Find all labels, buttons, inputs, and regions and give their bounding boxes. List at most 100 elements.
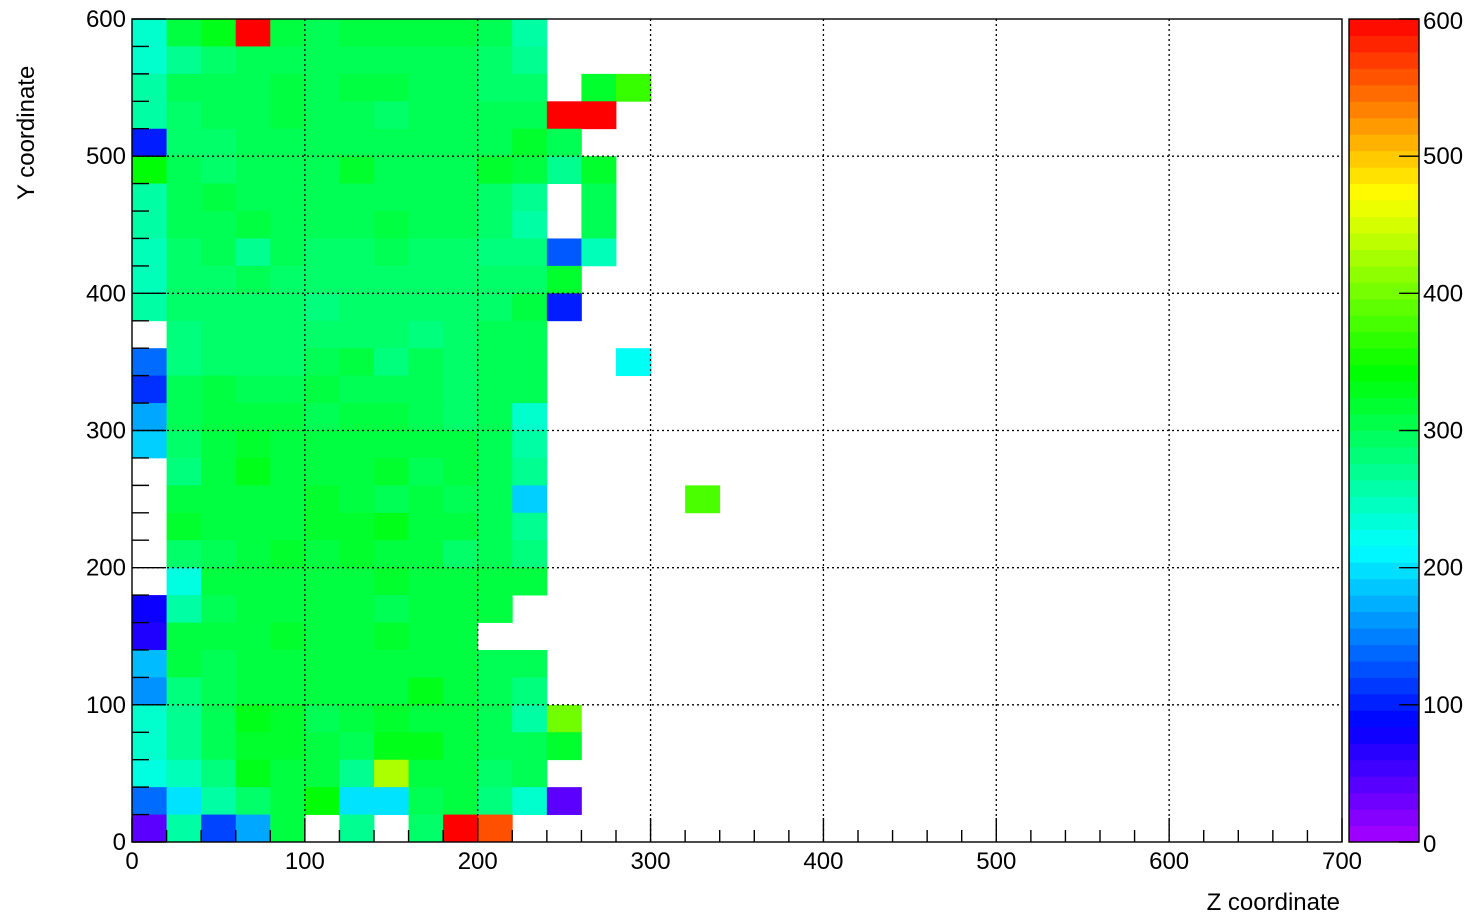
heatmap-cell (443, 265, 479, 294)
heatmap-cell (235, 265, 271, 294)
heatmap-cell (408, 265, 444, 294)
heatmap-cell (235, 677, 271, 706)
x-tick-label: 700 (1322, 848, 1362, 875)
heatmap-cell (512, 183, 548, 212)
heatmap-cell (581, 238, 617, 267)
colorbar-step (1349, 134, 1419, 152)
heatmap-cell (235, 348, 271, 377)
colorbar-tick-label: 200 (1423, 555, 1463, 582)
heatmap-cell (201, 649, 237, 678)
heatmap-cell (477, 567, 513, 596)
heatmap-cell (512, 101, 548, 130)
heatmap-cell (512, 348, 548, 377)
heatmap-cell (339, 512, 375, 541)
x-tick-label: 200 (458, 848, 498, 875)
heatmap-cell (339, 403, 375, 431)
heatmap-cell (443, 348, 479, 377)
heatmap-cell (235, 457, 271, 486)
heatmap-cell (443, 183, 479, 212)
heatmap-cell (235, 512, 271, 541)
heatmap-cell (235, 787, 271, 815)
heatmap-cell (270, 73, 306, 102)
heatmap-cell (270, 211, 306, 239)
heatmap-cell (166, 759, 202, 788)
heatmap-cell (235, 759, 271, 788)
heatmap-cell (512, 320, 548, 349)
heatmap-cell (408, 732, 444, 761)
heatmap-cell (235, 595, 271, 623)
heatmap-cell (581, 156, 617, 184)
heatmap-cell (270, 156, 306, 184)
heatmap-cell (443, 375, 479, 404)
heatmap-cell (166, 265, 202, 294)
colorbar-tick-label: 600 (1423, 8, 1463, 35)
heatmap-cell (443, 677, 479, 706)
heatmap-cell (477, 732, 513, 761)
heatmap-cell (201, 814, 237, 843)
heatmap-cell (512, 457, 548, 486)
heatmap-cell (201, 128, 237, 157)
heatmap-cell (166, 814, 202, 843)
heatmap-cell (339, 814, 375, 843)
heatmap-cell (374, 265, 409, 294)
heatmap-cell (477, 46, 513, 75)
colorbar-step (1349, 35, 1419, 53)
grid-lines (132, 19, 1342, 842)
heatmap-cell (235, 320, 271, 349)
heatmap-cell (270, 403, 306, 431)
heatmap-cell (166, 293, 202, 322)
heatmap-cell (235, 540, 271, 569)
heatmap-cell (546, 732, 582, 761)
heatmap-cell (166, 348, 202, 377)
colorbar-step (1349, 216, 1419, 234)
heatmap-cell (270, 19, 306, 47)
heatmap-cell (512, 540, 548, 569)
heatmap-cell (270, 567, 306, 596)
heatmap-cell (408, 73, 444, 102)
heatmap-cell (581, 73, 617, 102)
heatmap-cell (201, 595, 237, 623)
heatmap-cell (443, 156, 479, 184)
heatmap-cell (512, 375, 548, 404)
y-tick-label: 400 (86, 280, 126, 307)
colorbar-tick-label: 100 (1423, 692, 1463, 719)
heatmap-cell (132, 677, 167, 706)
heatmap-cell (408, 814, 444, 843)
heatmap-cell (443, 403, 479, 431)
heatmap-cell (339, 265, 375, 294)
heatmap-cell (270, 46, 306, 75)
heatmap-cell (339, 759, 375, 788)
heatmap-cell (512, 211, 548, 239)
heatmap-cell (132, 649, 167, 678)
heatmap-cell (304, 540, 340, 569)
x-tick-label: 0 (125, 848, 138, 875)
heatmap-cell (132, 595, 167, 623)
heatmap-cell (270, 759, 306, 788)
heatmap-cell (235, 732, 271, 761)
heatmap-cell (235, 375, 271, 404)
colorbar-step (1349, 249, 1419, 267)
colorbar-step (1349, 759, 1419, 777)
heatmap-cell (616, 348, 651, 377)
heatmap-cell (374, 485, 409, 514)
heatmap-cell (166, 704, 202, 733)
heatmap-cell (201, 375, 237, 404)
heatmap-cell (374, 567, 409, 596)
heatmap-cell (304, 567, 340, 596)
colorbar-tick-label: 0 (1423, 831, 1436, 858)
heatmap-cell (132, 403, 167, 431)
heatmap-cell (477, 677, 513, 706)
heatmap-cell (270, 732, 306, 761)
heatmap-cell (408, 787, 444, 815)
heatmap-cell (166, 19, 202, 47)
heatmap-cell (408, 101, 444, 130)
heatmap-cell (477, 73, 513, 102)
heatmap-cell (616, 73, 651, 102)
heatmap-cell (374, 156, 409, 184)
heatmap-cell (374, 677, 409, 706)
colorbar-step (1349, 68, 1419, 86)
heatmap-cell (477, 430, 513, 459)
heatmap-cell (477, 211, 513, 239)
colorbar-step (1349, 200, 1419, 218)
